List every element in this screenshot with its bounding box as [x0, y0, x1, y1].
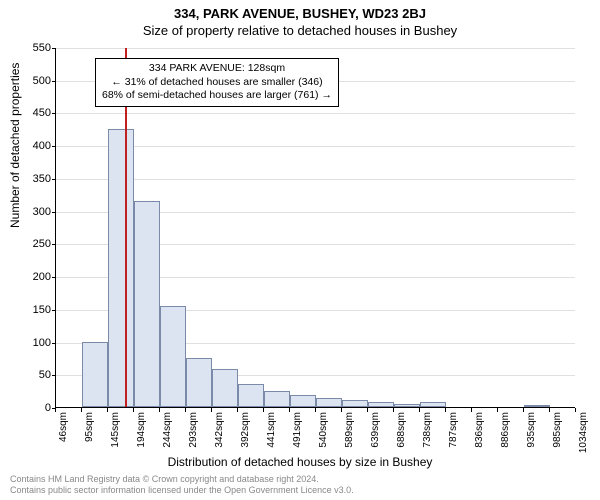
- x-axis-label: Distribution of detached houses by size …: [0, 455, 600, 469]
- xtick-mark: [237, 408, 238, 412]
- chart-title-sub: Size of property relative to detached ho…: [0, 21, 600, 38]
- xtick-label: 985sqm: [552, 412, 563, 448]
- histogram-bar: [290, 395, 316, 407]
- xtick-label: 194sqm: [136, 412, 147, 448]
- xtick-mark: [497, 408, 498, 412]
- xtick-label: 46sqm: [58, 412, 69, 442]
- ytick-label: 200: [11, 271, 51, 283]
- xtick-mark: [159, 408, 160, 412]
- histogram-bar: [420, 402, 446, 407]
- annotation-line: ← 31% of detached houses are smaller (34…: [102, 76, 332, 90]
- histogram-bar: [368, 402, 394, 407]
- ytick-label: 50: [11, 369, 51, 381]
- ytick-label: 100: [11, 337, 51, 349]
- xtick-mark: [523, 408, 524, 412]
- ytick-mark: [52, 310, 56, 311]
- credits: Contains HM Land Registry data © Crown c…: [10, 474, 354, 496]
- gridline: [56, 113, 575, 114]
- xtick-label: 886sqm: [500, 412, 511, 448]
- xtick-mark: [81, 408, 82, 412]
- ytick-label: 0: [11, 402, 51, 414]
- xtick-mark: [185, 408, 186, 412]
- histogram-bar: [316, 398, 342, 407]
- xtick-label: 639sqm: [370, 412, 381, 448]
- credits-line1: Contains HM Land Registry data © Crown c…: [10, 474, 354, 485]
- xtick-label: 244sqm: [162, 412, 173, 448]
- xtick-mark: [263, 408, 264, 412]
- xtick-label: 342sqm: [214, 412, 225, 448]
- xtick-label: 392sqm: [240, 412, 251, 448]
- xtick-mark: [341, 408, 342, 412]
- ytick-mark: [52, 212, 56, 213]
- ytick-label: 250: [11, 238, 51, 250]
- ytick-mark: [52, 343, 56, 344]
- histogram-bar: [394, 404, 420, 407]
- xtick-mark: [315, 408, 316, 412]
- xtick-mark: [55, 408, 56, 412]
- xtick-label: 95sqm: [84, 412, 95, 442]
- xtick-mark: [133, 408, 134, 412]
- xtick-label: 787sqm: [448, 412, 459, 448]
- histogram-bar: [342, 400, 368, 407]
- xtick-label: 491sqm: [292, 412, 303, 448]
- histogram-bar: [264, 391, 290, 407]
- histogram-bar: [134, 201, 160, 407]
- xtick-label: 293sqm: [188, 412, 199, 448]
- xtick-label: 935sqm: [526, 412, 537, 448]
- xtick-mark: [575, 408, 576, 412]
- ytick-label: 550: [11, 42, 51, 54]
- xtick-mark: [289, 408, 290, 412]
- histogram-bar: [186, 358, 212, 407]
- xtick-mark: [211, 408, 212, 412]
- xtick-mark: [445, 408, 446, 412]
- annotation-line: 334 PARK AVENUE: 128sqm: [102, 62, 332, 76]
- xtick-label: 441sqm: [266, 412, 277, 448]
- ytick-mark: [52, 81, 56, 82]
- xtick-label: 145sqm: [110, 412, 121, 448]
- credits-line2: Contains public sector information licen…: [10, 485, 354, 496]
- ytick-mark: [52, 146, 56, 147]
- xtick-mark: [393, 408, 394, 412]
- histogram-bar: [238, 384, 264, 407]
- histogram-bar: [524, 405, 550, 407]
- ytick-mark: [52, 244, 56, 245]
- xtick-label: 738sqm: [422, 412, 433, 448]
- histogram-bar: [108, 129, 134, 407]
- xtick-mark: [549, 408, 550, 412]
- ytick-label: 150: [11, 304, 51, 316]
- xtick-label: 1034sqm: [578, 412, 589, 453]
- chart-title-main: 334, PARK AVENUE, BUSHEY, WD23 2BJ: [0, 0, 600, 21]
- xtick-label: 540sqm: [318, 412, 329, 448]
- ytick-mark: [52, 179, 56, 180]
- xtick-mark: [107, 408, 108, 412]
- ytick-mark: [52, 113, 56, 114]
- ytick-mark: [52, 277, 56, 278]
- xtick-mark: [471, 408, 472, 412]
- xtick-mark: [419, 408, 420, 412]
- annotation-box: 334 PARK AVENUE: 128sqm← 31% of detached…: [95, 58, 339, 107]
- xtick-mark: [367, 408, 368, 412]
- histogram-bar: [82, 342, 108, 407]
- annotation-line: 68% of semi-detached houses are larger (…: [102, 89, 332, 103]
- histogram-bar: [160, 306, 186, 407]
- ytick-mark: [52, 48, 56, 49]
- xtick-label: 589sqm: [344, 412, 355, 448]
- xtick-label: 836sqm: [474, 412, 485, 448]
- gridline: [56, 48, 575, 49]
- y-axis-label: Number of detached properties: [8, 63, 22, 228]
- ytick-mark: [52, 375, 56, 376]
- chart-container: 334 PARK AVENUE: 128sqm← 31% of detached…: [55, 48, 575, 408]
- xtick-label: 688sqm: [396, 412, 407, 448]
- histogram-bar: [212, 369, 238, 407]
